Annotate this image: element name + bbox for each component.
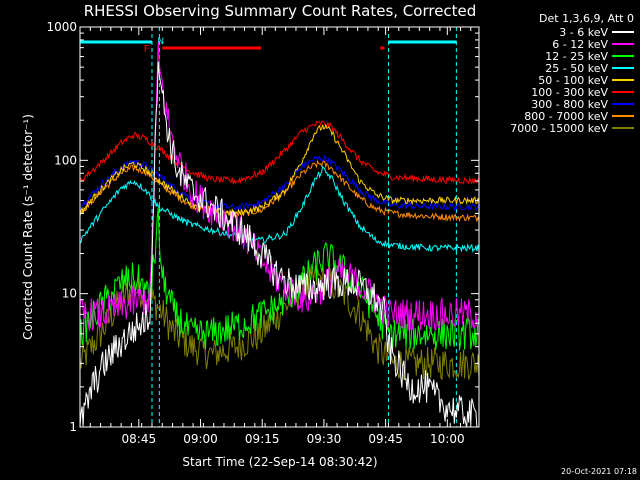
legend-entry: 50 - 100 keV (484, 73, 634, 87)
legend-swatch (612, 127, 634, 129)
series-line (80, 264, 479, 381)
legend-swatch (612, 31, 634, 33)
series-line (80, 207, 479, 351)
x-axis-ticks: 08:45 09:00 09:15 09:30 09:45 10:00 (79, 27, 472, 446)
legend-swatch (612, 91, 634, 93)
legend-label: 800 - 7000 keV (524, 109, 608, 123)
x-tick-label: 09:00 (183, 432, 218, 446)
legend-label: 12 - 25 keV (545, 49, 608, 63)
flag-label-f: F (144, 44, 150, 55)
legend-entry: 100 - 300 keV (484, 85, 634, 99)
legend-entry: 7000 - 15000 keV (484, 121, 634, 135)
plot-frame (79, 26, 480, 428)
legend-label: 25 - 50 keV (545, 61, 608, 75)
x-axis-label: Start Time (22-Sep-14 08:30:42) (182, 455, 377, 469)
series-line (80, 120, 479, 186)
legend-entry: 25 - 50 keV (484, 61, 634, 75)
legend-entry: 800 - 7000 keV (484, 109, 634, 123)
legend-swatch (612, 115, 634, 117)
flag-label-n: N (157, 37, 164, 47)
x-tick-label: 09:15 (245, 432, 280, 446)
series-line (80, 165, 479, 253)
series-line (80, 123, 479, 218)
legend-entry: 300 - 800 keV (484, 97, 634, 111)
y-tick-label: 10 (62, 287, 77, 301)
legend-swatch (612, 43, 634, 45)
y-tick-label: 1000 (46, 20, 77, 34)
plot-area: FN (80, 27, 479, 427)
legend: Det 1,3,6,9, Att 0 3 - 6 keV 6 - 12 keV 12… (484, 12, 634, 135)
legend-label: 50 - 100 keV (538, 73, 608, 87)
legend-label: 100 - 300 keV (531, 85, 608, 99)
legend-entry: 6 - 12 keV (484, 37, 634, 51)
x-tick-label: 09:30 (307, 432, 342, 446)
legend-entry: 3 - 6 keV (484, 25, 634, 39)
x-tick-label: 10:00 (430, 432, 465, 446)
legend-label: 300 - 800 keV (531, 97, 608, 111)
x-tick-label: 08:45 (122, 432, 157, 446)
y-axis-ticks: 1 10 100 1000 (46, 20, 479, 434)
y-axis-label: Corrected Count Rate (s⁻¹ detector⁻¹) (21, 114, 35, 340)
timestamp: 20-Oct-2021 07:18 (561, 467, 637, 476)
series-line (80, 61, 479, 427)
axes (79, 26, 480, 428)
series-line (80, 159, 479, 223)
legend-label: 3 - 6 keV (559, 25, 608, 39)
series-line (80, 154, 479, 212)
x-tick-label: 09:45 (368, 432, 403, 446)
y-tick-label: 100 (54, 153, 77, 167)
legend-swatch (612, 79, 634, 81)
legend-entry: 12 - 25 keV (484, 49, 634, 63)
legend-label: 7000 - 15000 keV (510, 121, 608, 135)
legend-title: Det 1,3,6,9, Att 0 (539, 12, 634, 25)
y-tick-label: 1 (69, 420, 77, 434)
legend-swatch (612, 67, 634, 69)
chart-title: RHESSI Observing Summary Count Rates, Co… (84, 2, 477, 20)
legend-swatch (612, 55, 634, 57)
legend-label: 6 - 12 keV (552, 37, 608, 51)
legend-swatch (612, 103, 634, 105)
